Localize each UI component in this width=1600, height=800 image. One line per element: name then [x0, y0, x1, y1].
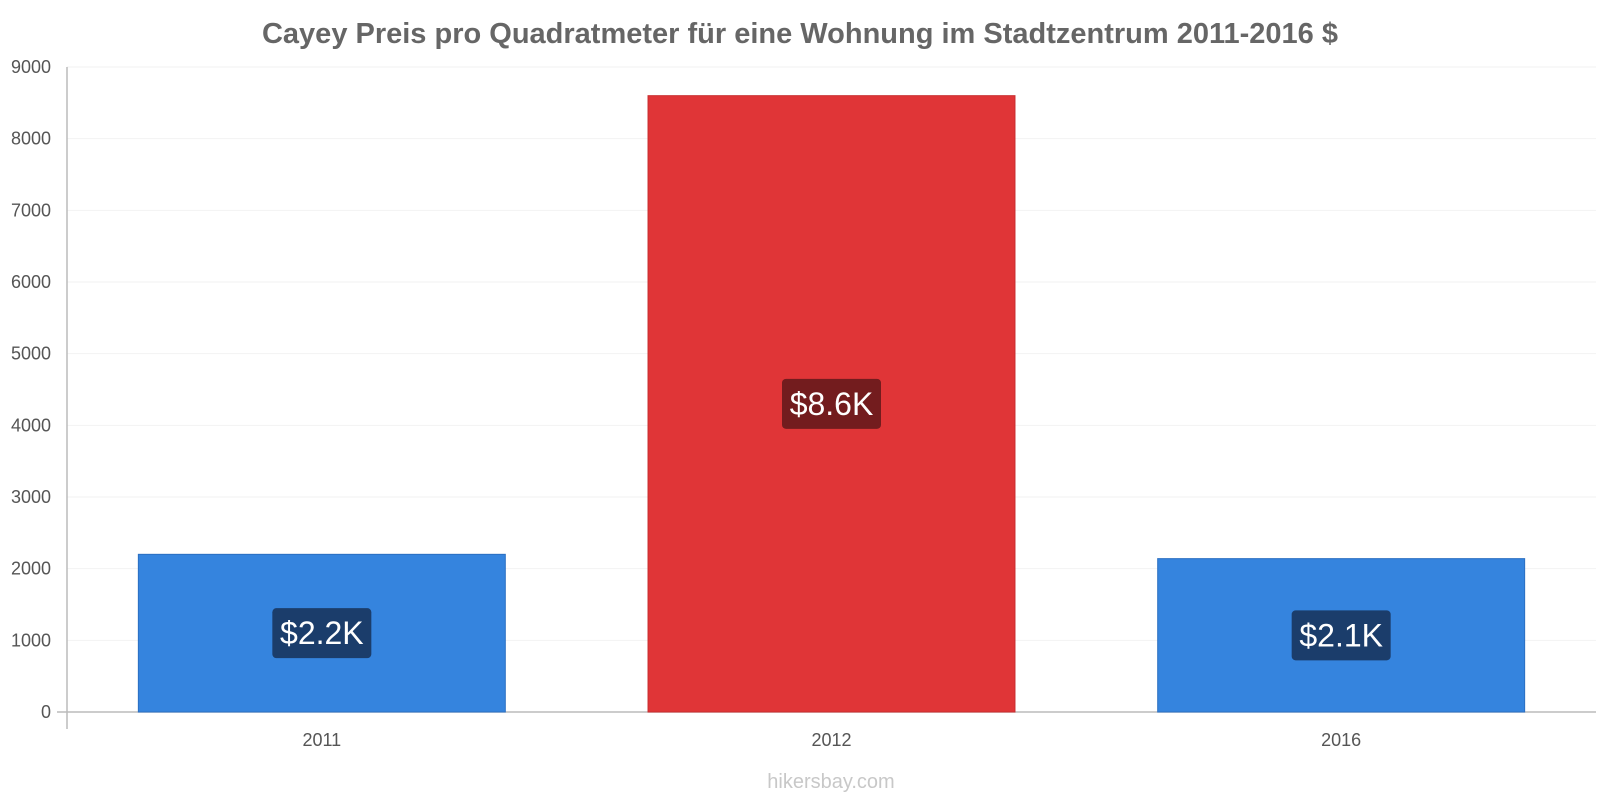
data-label: $2.2K — [280, 615, 364, 651]
y-tick-label: 3000 — [11, 487, 51, 507]
y-tick-label: 5000 — [11, 344, 51, 364]
x-tick-label: 2012 — [811, 730, 851, 750]
chart-title: Cayey Preis pro Quadratmeter für eine Wo… — [262, 18, 1338, 50]
y-tick-label: 6000 — [11, 272, 51, 292]
data-label-box — [272, 608, 372, 659]
y-tick-label: 0 — [41, 702, 51, 722]
data-label-box — [1291, 610, 1391, 661]
watermark-text: hikersbay.com — [767, 771, 894, 793]
y-tick-label: 9000 — [11, 57, 51, 77]
data-label: $8.6K — [790, 386, 874, 422]
data-label-box — [782, 378, 881, 429]
y-tick-label: 8000 — [11, 129, 51, 149]
data-labels: $2.2K $8.6K $2.1K — [272, 378, 1391, 661]
x-tick-label: 2016 — [1321, 730, 1361, 750]
y-tick-label: 2000 — [11, 559, 51, 579]
data-label: $2.1K — [1299, 617, 1383, 653]
y-tick-label: 7000 — [11, 200, 51, 220]
y-tick-label: 4000 — [11, 415, 51, 435]
y-tick-label: 1000 — [11, 630, 51, 650]
x-tick-label: 2011 — [302, 730, 341, 750]
